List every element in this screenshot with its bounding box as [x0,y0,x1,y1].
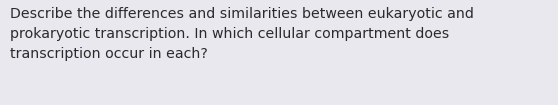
Text: Describe the differences and similarities between eukaryotic and
prokaryotic tra: Describe the differences and similaritie… [10,7,474,61]
